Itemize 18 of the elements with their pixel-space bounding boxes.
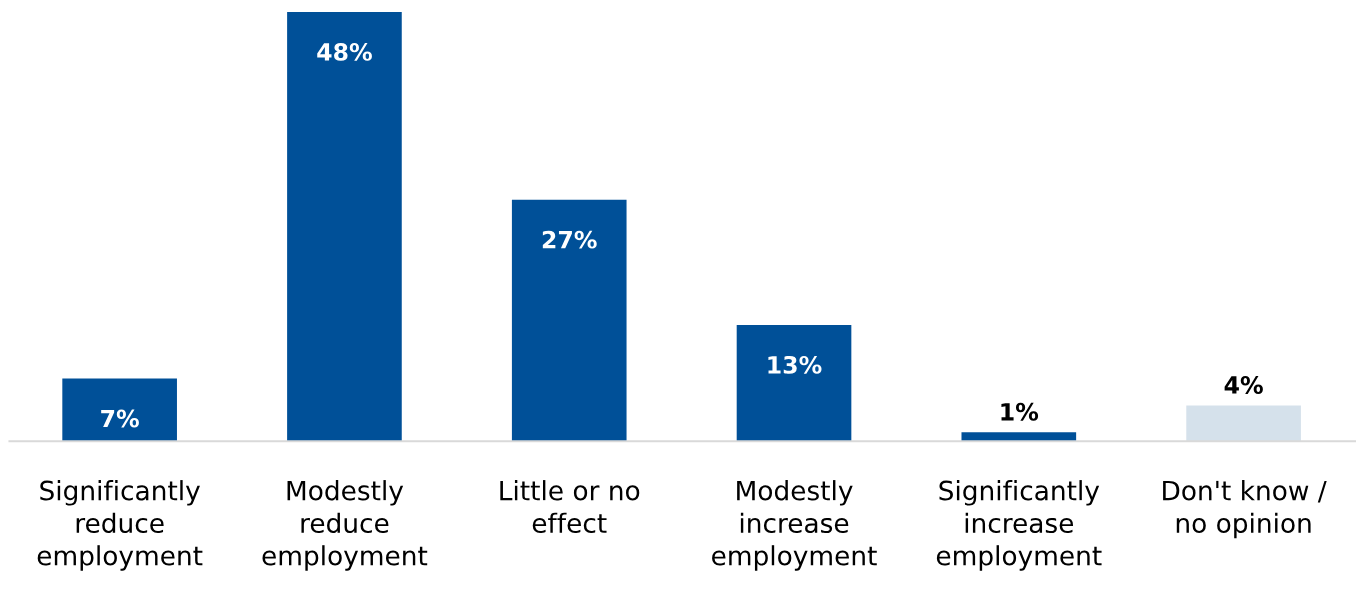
data-label: 48% <box>317 42 372 61</box>
data-label: 1% <box>1001 402 1039 421</box>
bar <box>736 324 852 442</box>
data-label: 4% <box>1224 376 1263 394</box>
x-tick-label: Significantly reduce employment <box>37 480 203 571</box>
data-label: 27% <box>542 230 597 249</box>
bar <box>287 12 402 442</box>
bar <box>62 378 177 442</box>
x-tick-label: Significantly increase employment <box>936 480 1102 571</box>
bar <box>961 432 1077 442</box>
data-label: 13% <box>768 355 822 374</box>
x-tick-label: Modestly reduce employment <box>262 480 428 571</box>
data-label: 7% <box>101 409 139 428</box>
x-tick-label: Don't know / no opinion <box>1163 480 1327 539</box>
bar <box>1186 405 1301 442</box>
bar <box>511 199 627 442</box>
x-tick-label: Little or no effect <box>500 480 640 534</box>
x-tick-label: Modestly increase employment <box>712 480 877 571</box>
